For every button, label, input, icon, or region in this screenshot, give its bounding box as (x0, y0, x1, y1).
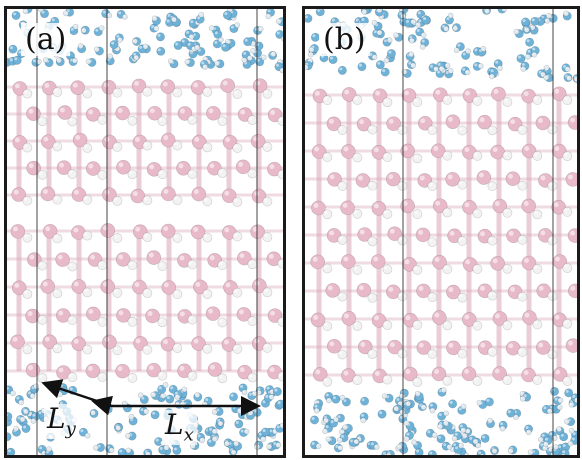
water-hydrogen (305, 64, 309, 71)
panel-label-a: (a) (21, 23, 71, 56)
panel-b: (b) (302, 6, 580, 458)
water-hydrogen (37, 9, 44, 13)
water-hydrogen (318, 9, 324, 11)
water-oxygen (7, 412, 13, 422)
water-oxygen (7, 432, 12, 442)
ly-label: Ly (44, 403, 79, 440)
molecular-snapshot-b (305, 9, 577, 455)
lx-label: Lx (162, 409, 197, 446)
panel-label-b: (b) (319, 23, 370, 56)
water-hydrogen (145, 451, 151, 455)
water-hydrogen (501, 9, 508, 12)
ly-arrow-tail (91, 395, 113, 416)
